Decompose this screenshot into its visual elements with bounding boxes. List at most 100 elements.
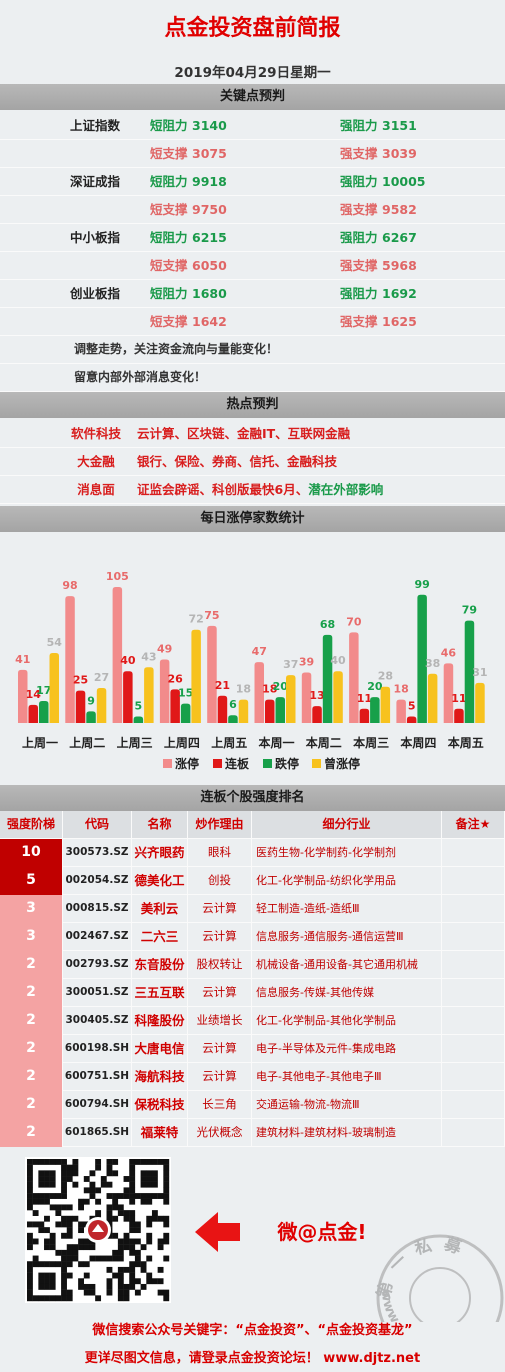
table-row: 2 600794.SH 保税科技 长三角 交通运输-物流-物流Ⅲ [0, 1091, 505, 1119]
data-label: 18 [262, 683, 277, 696]
x-tick-label: 上周五 [211, 735, 247, 750]
qr-module [27, 1176, 33, 1182]
qr-module [89, 1170, 96, 1177]
table-cell: 海航科技 [132, 1063, 188, 1091]
qr-module [27, 1244, 33, 1251]
level-label: 短支撑 [150, 314, 188, 329]
qr-module [106, 1181, 113, 1188]
qr-module [49, 1204, 56, 1211]
qr-module [66, 1215, 73, 1222]
hot-text-part: 银行、保险、券商、信托、金融科技 [137, 454, 338, 469]
data-label: 49 [157, 643, 172, 656]
qr-module [72, 1255, 79, 1262]
level-label: 强支撑 [340, 314, 378, 329]
table-cell: 600794.SH [63, 1091, 132, 1119]
level-value: 6050 [192, 258, 227, 273]
qr-module [163, 1221, 170, 1228]
level-value: 3075 [192, 146, 227, 161]
hot-label: 消息面 [77, 482, 115, 497]
qr-module [66, 1261, 73, 1268]
hot-text: 银行、保险、券商、信托、金融科技 [137, 448, 337, 475]
qr-module [78, 1244, 84, 1251]
qr-module [49, 1244, 56, 1251]
data-label: 41 [15, 653, 30, 666]
qr-module [129, 1187, 136, 1194]
table-cell: 保税科技 [132, 1091, 188, 1119]
qr-module [112, 1215, 119, 1222]
qr-module [27, 1159, 33, 1165]
qr-module [157, 1244, 164, 1251]
qr-module [66, 1170, 73, 1177]
footer-line: 更详尽图文信息，请登录点金投资论坛！ www.djtz.net [84, 1351, 421, 1366]
legend-label: 曾涨停 [324, 756, 360, 771]
qr-module [146, 1159, 153, 1165]
table-cell [442, 979, 505, 1007]
table-cell: 600751.SH [63, 1063, 132, 1091]
qr-module [146, 1221, 153, 1228]
qr-module [123, 1238, 130, 1245]
table-header: 强度阶梯 代码 名称 炒作理由 细分行业 备注★ [0, 811, 505, 839]
bar [380, 686, 391, 723]
data-label: 39 [299, 655, 314, 668]
table-cell: 化工-化学制品-其他化学制品 [252, 1007, 442, 1035]
qr-module [95, 1164, 102, 1171]
x-tick-label: 本周三 [353, 735, 389, 750]
level-label: 强阻力 [340, 230, 378, 245]
qr-module [61, 1249, 67, 1256]
qr-module [78, 1204, 84, 1211]
qr-module [151, 1159, 158, 1165]
table-cell: 2 [0, 951, 63, 979]
level-value: 3140 [192, 118, 227, 133]
qr-module [117, 1249, 124, 1256]
qr-module [49, 1238, 56, 1245]
bar [144, 667, 154, 723]
qr-module [44, 1295, 50, 1302]
data-label: 72 [188, 613, 203, 626]
qr-module [78, 1238, 84, 1245]
qr-module [112, 1198, 119, 1205]
qr-module [123, 1244, 130, 1251]
qr-module [61, 1232, 67, 1239]
bar [396, 699, 406, 723]
qr-module [117, 1193, 124, 1199]
hot-label: 软件科技 [70, 426, 121, 441]
qr-module [106, 1255, 113, 1262]
table-cell: 光伏概念 [188, 1119, 252, 1147]
bar [254, 662, 264, 723]
qr-module [66, 1164, 73, 1171]
level-value: 1625 [382, 314, 417, 329]
qr-module [27, 1204, 33, 1211]
column-header: 炒作理由 [188, 811, 252, 839]
x-tick-label: 上周一 [22, 735, 58, 750]
qr-module [38, 1198, 45, 1205]
qr-module [106, 1210, 113, 1216]
qr-module [66, 1232, 73, 1239]
table-cell: 云计算 [188, 923, 252, 951]
hot-text: 证监会辟谣、科创版最快6月、潜在外部影响 [137, 476, 383, 503]
qr-module [129, 1266, 136, 1273]
x-tick-label: 上周四 [164, 735, 200, 750]
qr-module [163, 1238, 170, 1245]
qr-module [61, 1221, 67, 1228]
table-cell: 机械设备-通用设备-其它通用机械 [252, 951, 442, 979]
qr-module [38, 1272, 45, 1279]
qr-module [61, 1215, 67, 1222]
qr-module [27, 1278, 33, 1285]
qr-module [55, 1261, 62, 1268]
qr-module [49, 1159, 56, 1165]
qr-module [140, 1283, 147, 1290]
index-name: 上证指数 [70, 118, 121, 133]
qr-module [100, 1255, 107, 1262]
table-cell: 业绩增长 [188, 1007, 252, 1035]
key-row: 短支撑 9750 强支撑 9582 [0, 196, 505, 224]
table-cell: 300051.SZ [63, 979, 132, 1007]
level-label: 强阻力 [340, 174, 378, 189]
qr-module [163, 1198, 170, 1205]
qr-module [61, 1266, 67, 1273]
legend-swatch [213, 759, 222, 768]
qr-module [123, 1232, 130, 1239]
qr-module [95, 1187, 102, 1194]
key-row: 短支撑 3075 强支撑 3039 [0, 140, 505, 168]
table-cell: 化工-化学制品-纺织化学用品 [252, 867, 442, 895]
